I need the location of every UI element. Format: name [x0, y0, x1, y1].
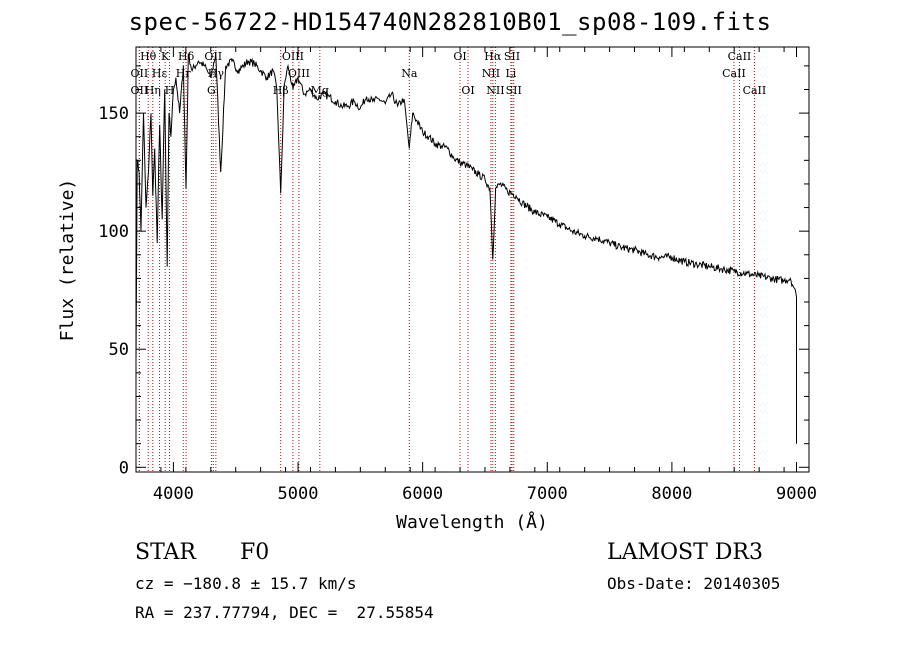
x-axis-label: Wavelength (Å) — [396, 511, 548, 533]
object-subclass: F0 — [240, 540, 270, 565]
line-label: Hγ — [208, 67, 225, 80]
line-label: Hθ — [140, 50, 157, 63]
line-label: OII — [204, 50, 222, 63]
line-label: OI — [453, 50, 466, 63]
line-label: Mg — [311, 84, 329, 97]
object-class: STAR — [135, 540, 196, 565]
line-label: OI — [461, 84, 474, 97]
line-label: G — [207, 84, 216, 97]
line-label: OIII — [282, 50, 304, 63]
x-tick-label: 9000 — [776, 484, 817, 504]
line-label: Hη — [145, 84, 161, 97]
y-tick-label: 150 — [98, 104, 129, 124]
x-tick-label: 7000 — [527, 484, 568, 504]
line-label: NII — [486, 84, 504, 97]
line-label: H — [165, 84, 175, 97]
line-label: OIII — [288, 67, 310, 80]
line-label: Hα — [484, 50, 502, 63]
line-label: SII — [504, 50, 520, 63]
line-label: CaII — [728, 50, 752, 63]
line-label: OII — [131, 84, 149, 97]
line-label: Hδ — [178, 50, 195, 63]
line-label: NII — [482, 67, 500, 80]
chart-title: spec-56722-HD154740N282810B01_sp08-109.f… — [128, 8, 772, 36]
line-label: Li — [505, 67, 516, 80]
x-tick-label: 8000 — [651, 484, 692, 504]
x-tick-label: 5000 — [278, 484, 319, 504]
x-tick-label: 4000 — [153, 484, 194, 504]
spectrum-line — [135, 53, 797, 444]
line-label: Na — [401, 67, 418, 80]
line-label: OII — [131, 67, 149, 80]
y-tick-label: 50 — [109, 340, 129, 360]
line-label: SII — [506, 84, 522, 97]
redshift-readout: cz = −180.8 ± 15.7 km/s — [135, 574, 357, 593]
obs-date: Obs-Date: 20140305 — [607, 574, 781, 593]
coordinates-readout: RA = 237.77794, DEC = 27.55854 — [135, 603, 434, 622]
axis-ticks: 4000 5000 6000 7000 8000 9000 0 50 100 150 — [98, 47, 817, 504]
plot-frame — [135, 46, 810, 473]
y-tick-label: 0 — [119, 458, 129, 478]
line-labels: OIIHθOIIHηHεKHHδHrGOIIHγHβOIIIOIIIMgNaOI… — [131, 50, 767, 97]
line-label: Hε — [152, 67, 168, 80]
line-label: Hβ — [273, 84, 289, 97]
y-tick-label: 100 — [98, 222, 129, 242]
line-label: CaII — [743, 84, 767, 97]
x-tick-label: 6000 — [402, 484, 443, 504]
survey-name: LAMOST DR3 — [607, 540, 763, 565]
emission-line-markers — [138, 47, 755, 472]
line-label: K — [161, 50, 170, 63]
y-axis-label: Flux (relative) — [57, 179, 78, 342]
line-label: CaII — [722, 67, 746, 80]
line-label: Hr — [176, 67, 192, 80]
